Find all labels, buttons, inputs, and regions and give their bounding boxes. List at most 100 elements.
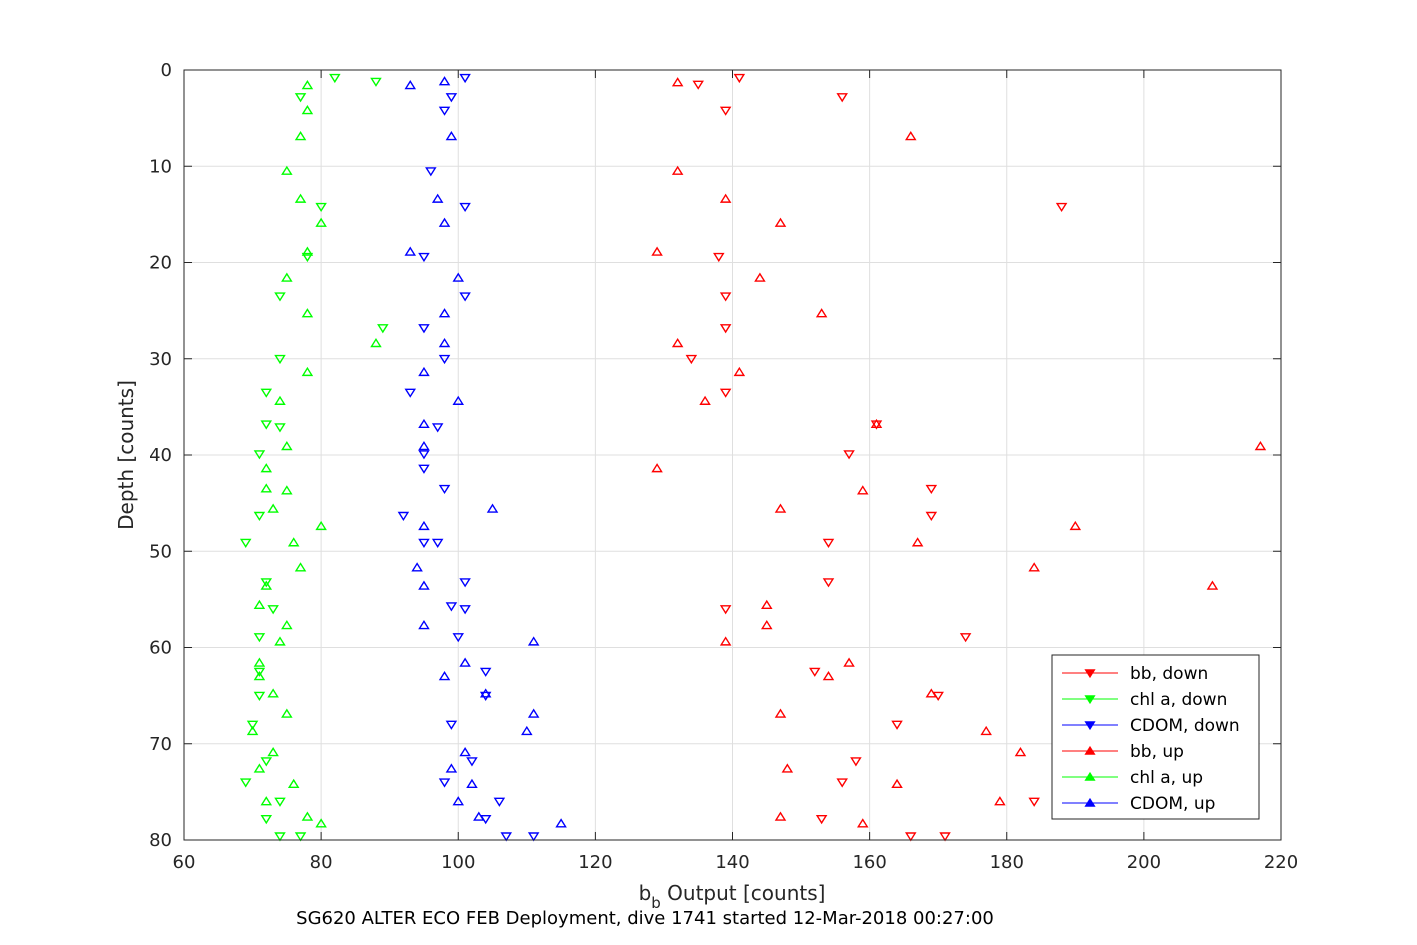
data-point: [315, 520, 327, 531]
data-point: [781, 763, 794, 773]
data-point: [994, 796, 1006, 806]
legend-marker: [1084, 721, 1096, 731]
data-point: [438, 354, 451, 365]
data-point: [774, 708, 787, 718]
data-point: [260, 578, 273, 588]
x-tick-label: 160: [852, 852, 886, 873]
y-tick-label: 70: [149, 734, 172, 755]
x-tick-label: 200: [1127, 852, 1161, 873]
data-point: [418, 520, 430, 531]
data-point: [486, 503, 499, 513]
data-point: [713, 252, 725, 263]
data-point: [418, 252, 430, 263]
data-point: [719, 193, 732, 203]
data-point: [719, 324, 732, 334]
data-point: [253, 763, 266, 773]
y-tick-label: 30: [149, 349, 172, 370]
data-point: [857, 485, 869, 495]
data-point: [774, 811, 787, 821]
data-point: [527, 708, 540, 718]
data-point: [980, 725, 992, 736]
data-point: [418, 418, 430, 429]
data-point: [260, 420, 273, 430]
data-point: [473, 811, 485, 821]
x-tick-label: 100: [441, 852, 475, 873]
legend-label: CDOM, up: [1130, 794, 1215, 814]
data-point: [459, 605, 471, 615]
data-point: [774, 503, 787, 513]
data-point: [843, 450, 855, 460]
legend-marker: [1084, 797, 1096, 807]
data-point: [377, 324, 389, 334]
y-tick-label: 0: [161, 60, 172, 81]
data-point: [239, 538, 252, 548]
data-point: [301, 308, 314, 318]
data-point: [253, 633, 266, 643]
data-point: [274, 395, 286, 405]
data-point: [438, 106, 451, 116]
data-point: [774, 217, 787, 227]
data-point: [281, 708, 293, 718]
data-point: [493, 797, 506, 807]
data-point: [445, 763, 458, 773]
data-point: [459, 292, 471, 302]
data-point: [809, 667, 821, 677]
data-point: [431, 423, 444, 433]
data-point: [925, 511, 938, 522]
data-point: [685, 354, 698, 365]
data-point: [294, 562, 307, 572]
data-point: [253, 511, 266, 522]
data-point: [418, 464, 430, 474]
series-bb-up: [651, 77, 1267, 828]
data-point: [287, 537, 300, 547]
data-point: [438, 308, 451, 318]
data-point: [431, 193, 444, 203]
data-point: [397, 511, 410, 522]
series-chl-a-up: [246, 80, 382, 828]
x-tick-label: 80: [310, 852, 333, 873]
data-point: [418, 538, 430, 548]
data-point: [500, 832, 513, 842]
data-point: [719, 388, 732, 398]
data-point: [260, 796, 273, 806]
data-point: [253, 450, 266, 460]
legend-label: chl a, up: [1130, 768, 1203, 788]
data-point: [459, 747, 471, 757]
y-tick-label: 50: [149, 541, 172, 562]
data-point: [411, 562, 423, 572]
data-point: [418, 440, 430, 451]
x-tick-label: 220: [1264, 852, 1298, 873]
x-axis-label-main: b: [639, 881, 652, 905]
data-point: [274, 636, 286, 646]
data-point: [822, 538, 835, 548]
data-point: [246, 720, 259, 730]
x-axis-label-rest: Output [counts]: [661, 881, 826, 905]
legend-entries: bb, down chl a, down CDOM, down bb, up chl a…: [1062, 664, 1240, 814]
data-point: [822, 578, 835, 588]
data-point: [253, 667, 266, 677]
data-point: [870, 418, 883, 429]
data-point: [733, 73, 746, 84]
data-point: [904, 131, 917, 141]
plot-frame: [183, 69, 1282, 841]
x-axis-label-subscript: b: [651, 894, 661, 912]
data-point: [815, 308, 828, 318]
data-point: [925, 688, 938, 698]
data-point: [438, 76, 451, 86]
data-point: [438, 484, 451, 495]
data-point: [959, 633, 972, 643]
data-point: [1069, 520, 1082, 531]
data-point: [404, 388, 417, 398]
data-point: [699, 395, 711, 405]
series-cdom-up: [404, 76, 567, 828]
data-point: [671, 165, 684, 175]
data-point: [521, 725, 533, 736]
data-point: [294, 193, 307, 203]
data-point: [253, 599, 266, 609]
legend-marker: [1084, 745, 1096, 755]
y-tick-label: 60: [149, 638, 172, 659]
data-point: [418, 619, 430, 630]
data-point: [294, 93, 307, 103]
data-point: [850, 757, 862, 767]
